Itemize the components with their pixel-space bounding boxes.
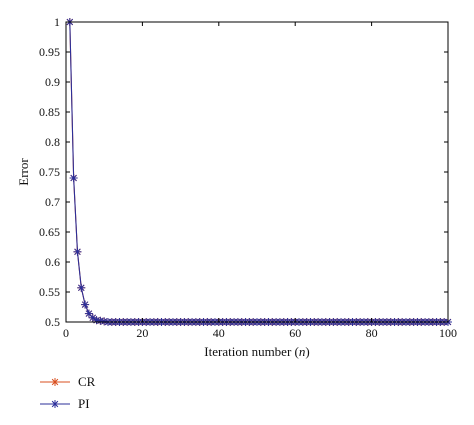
legend: CR PI bbox=[40, 374, 96, 411]
y-axis-label: Error bbox=[16, 158, 31, 186]
y-tick-label: 0.9 bbox=[45, 75, 60, 89]
legend-item-cr: CR bbox=[40, 374, 96, 389]
legend-item-pi: PI bbox=[40, 396, 90, 411]
x-tick-label: 100 bbox=[439, 326, 457, 340]
x-axis-label: Iteration number (n) bbox=[204, 344, 309, 359]
y-tick-label: 0.8 bbox=[45, 135, 60, 149]
x-tick-label: 20 bbox=[136, 326, 148, 340]
y-tick-label: 0.95 bbox=[39, 45, 60, 59]
legend-label: CR bbox=[78, 374, 96, 389]
legend-label: PI bbox=[78, 396, 90, 411]
y-tick-label: 0.55 bbox=[39, 285, 60, 299]
data-point-pi bbox=[81, 300, 90, 309]
x-tick-label: 60 bbox=[289, 326, 301, 340]
y-tick-label: 0.7 bbox=[45, 195, 60, 209]
y-tick-label: 0.6 bbox=[45, 255, 60, 269]
legend-marker-icon bbox=[51, 400, 59, 408]
x-tick-label: 40 bbox=[213, 326, 225, 340]
y-tick-label: 1 bbox=[54, 15, 60, 29]
data-point-pi bbox=[73, 247, 82, 256]
x-tick-label: 0 bbox=[63, 326, 69, 340]
data-point-pi bbox=[69, 174, 78, 182]
y-tick-label: 0.65 bbox=[39, 225, 60, 239]
legend-marker-icon bbox=[51, 378, 59, 386]
ticks-layer: 0 20 40 60 80 100 0.5 0.55 0.6 0.65 0.7 0.75 0.8 0.85… bbox=[39, 15, 457, 340]
y-tick-label: 0.85 bbox=[39, 105, 60, 119]
y-tick-label: 0.5 bbox=[45, 315, 60, 329]
x-tick-label: 80 bbox=[366, 326, 378, 340]
y-tick-label: 0.75 bbox=[39, 165, 60, 179]
data-point-pi bbox=[77, 283, 86, 292]
